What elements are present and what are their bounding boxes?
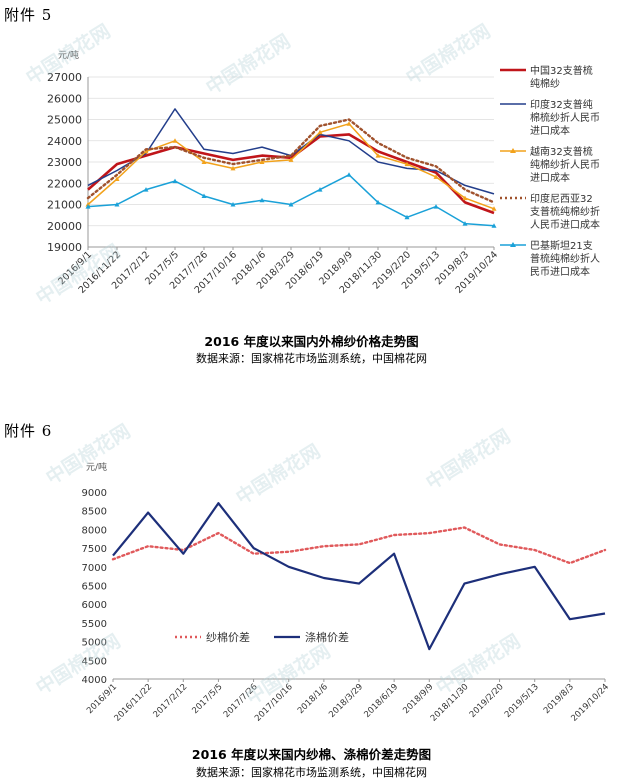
data-point <box>404 161 410 167</box>
data-point <box>259 159 265 164</box>
data-point <box>172 178 178 184</box>
y-tick-label: 9000 <box>82 488 107 499</box>
y-tick-label: 22000 <box>47 177 82 190</box>
x-tick-label: 2018/3/29 <box>327 682 365 720</box>
y-tick-label: 20000 <box>47 220 82 233</box>
x-tick-label: 2018/9/9 <box>401 682 435 716</box>
data-point <box>346 121 352 126</box>
y-axis-unit: 元/吨 <box>86 461 107 473</box>
y-tick-label: 7500 <box>82 544 107 555</box>
x-tick-label: 2018/11/30 <box>429 682 471 724</box>
x-tick-label: 2017/2/12 <box>152 682 190 720</box>
data-point <box>317 129 323 135</box>
y-tick-label: 4500 <box>82 656 107 667</box>
x-tick-label: 2017/7/26 <box>222 682 260 720</box>
data-point <box>201 159 207 164</box>
y-tick-label: 25000 <box>47 114 82 127</box>
legend-marker <box>510 148 516 153</box>
data-point <box>375 199 381 205</box>
legend-label: 纱棉价差 <box>206 630 250 644</box>
y-tick-label: 4000 <box>82 675 107 686</box>
y-tick-label: 21000 <box>47 199 82 212</box>
chart2-title: 2016 年度以来国内纱棉、涤棉价差走势图 <box>191 747 432 762</box>
data-point <box>259 197 265 203</box>
data-point <box>462 195 468 201</box>
x-tick-label: 2016/11/22 <box>113 682 155 724</box>
x-tick-label: 2019/5/13 <box>503 682 541 720</box>
chart1-title: 2016 年度以来国内外棉纱价格走势图 <box>204 334 419 349</box>
x-tick-label: 2018/6/19 <box>362 682 400 720</box>
legend-label: 越南32支普梳纯棉纱折人民币进口成本 <box>530 145 600 184</box>
cotton-yarn-price-chart: 元/吨 27000 26000 25000 24000 23000 22000 21000 20… <box>47 49 600 296</box>
data-point <box>317 187 323 192</box>
data-point <box>85 204 91 209</box>
data-point <box>172 138 178 143</box>
y-tick-label: 6500 <box>82 582 107 593</box>
y-tick-label: 24000 <box>47 135 82 148</box>
legend-label: 印度尼西亚32 支普梳纯棉纱折人民币进口成本 <box>530 192 600 231</box>
legend-label: 巴基斯坦21支普梳纯棉纱折人民币进口成本 <box>530 239 600 278</box>
legend-label: 印度32支普纯棉梳纱折人民币进口成本 <box>530 98 600 137</box>
series-line <box>86 118 496 204</box>
legend-marker <box>510 242 516 247</box>
y-tick-label: 27000 <box>47 71 82 84</box>
data-point <box>433 204 439 209</box>
legend-label: 涤棉价差 <box>305 630 349 644</box>
y-tick-label: 23000 <box>47 156 82 169</box>
x-tick-label: 2019/2/20 <box>468 682 506 720</box>
y-tick-label: 5500 <box>82 619 107 630</box>
y-tick-label: 8000 <box>82 525 107 536</box>
data-point <box>114 202 120 207</box>
data-point <box>375 153 381 158</box>
y-tick-label: 26000 <box>47 92 82 105</box>
data-point <box>201 193 207 198</box>
data-point <box>433 174 439 179</box>
data-point <box>143 187 149 192</box>
data-point <box>114 176 120 181</box>
y-tick-label: 5000 <box>82 638 107 649</box>
data-point <box>404 214 410 220</box>
annex-5-label: 附件 5 <box>4 6 53 24</box>
data-point <box>143 148 149 154</box>
y-tick-label: 19000 <box>47 241 82 254</box>
y-tick-label: 8500 <box>82 507 107 518</box>
y-tick-label: 7000 <box>82 563 107 574</box>
data-point <box>288 157 294 162</box>
x-tick-label: 2017/5/5 <box>190 682 224 716</box>
data-point <box>346 172 352 177</box>
data-point <box>491 223 497 228</box>
data-point <box>230 165 236 171</box>
data-point <box>288 202 294 207</box>
x-tick-label: 2019/8/3 <box>542 682 576 716</box>
data-point <box>462 221 468 226</box>
x-tick-label: 2019/10/24 <box>569 682 611 724</box>
series-line <box>112 502 606 651</box>
data-point <box>230 202 236 207</box>
data-point <box>491 206 497 211</box>
x-tick-label: 2016/9/1 <box>85 682 119 716</box>
x-tick-label: 2018/1/6 <box>296 682 330 716</box>
y-tick-label: 6000 <box>82 600 107 611</box>
legend-label: 中国32支普梳纯棉纱 <box>530 64 593 90</box>
chart2-source: 数据来源：国家棉花市场监测系统，中国棉花网 <box>196 766 427 779</box>
chart1-source: 数据来源：国家棉花市场监测系统，中国棉花网 <box>196 352 427 365</box>
annex-6-label: 附件 6 <box>4 422 53 440</box>
series-line <box>111 526 607 565</box>
y-axis-unit: 元/吨 <box>58 49 79 61</box>
x-tick-label: 2017/10/16 <box>253 682 295 724</box>
